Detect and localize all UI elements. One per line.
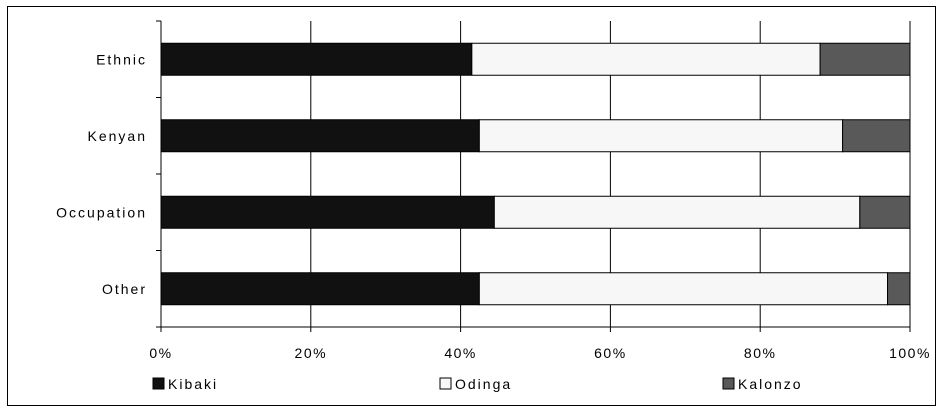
legend-label-kibaki: Kibaki [168, 376, 218, 392]
bar-ethnic-odinga [471, 42, 821, 76]
bar-kenyan-odinga [478, 119, 844, 153]
labels: Ethnic Kenyan Occupation Other 0% 20% 40% 60% 80… [56, 51, 931, 361]
legend: Kibaki Odinga Kalonzo [152, 376, 803, 392]
category-label: Kenyan [88, 128, 147, 144]
category-label: Other [102, 281, 147, 297]
bars [160, 42, 911, 306]
legend-label-odinga: Odinga [455, 376, 512, 392]
legend-swatch-kalonzo [722, 377, 735, 390]
x-tick-label: 40% [444, 345, 477, 361]
chart-container: Ethnic Kenyan Occupation Other 0% 20% 40% 60% 80… [7, 6, 936, 406]
x-tick-label: 100% [889, 345, 931, 361]
bar-kenyan-kibaki [160, 119, 480, 153]
x-tick-label: 20% [295, 345, 328, 361]
bar-occupation-odinga [493, 195, 861, 229]
bar-other-kibaki [160, 272, 480, 306]
bar-other-odinga [478, 272, 889, 306]
category-label: Ethnic [96, 51, 147, 67]
x-tick-label: 0% [149, 345, 172, 361]
x-tick-label: 80% [744, 345, 777, 361]
legend-label-kalonzo: Kalonzo [738, 376, 803, 392]
stacked-bar-chart: Ethnic Kenyan Occupation Other 0% 20% 40% 60% 80… [56, 20, 931, 392]
axes [156, 20, 911, 332]
bar-kenyan-kalonzo [842, 119, 911, 153]
legend-swatch-kibaki [152, 377, 165, 390]
legend-swatch-odinga [439, 377, 452, 390]
category-label: Occupation [56, 204, 147, 220]
bar-ethnic-kalonzo [819, 42, 911, 76]
bar-ethnic-kibaki [160, 42, 473, 76]
bar-occupation-kibaki [160, 195, 495, 229]
x-tick-label: 60% [594, 345, 627, 361]
bar-other-kalonzo [887, 272, 911, 306]
bar-occupation-kalonzo [859, 195, 911, 229]
